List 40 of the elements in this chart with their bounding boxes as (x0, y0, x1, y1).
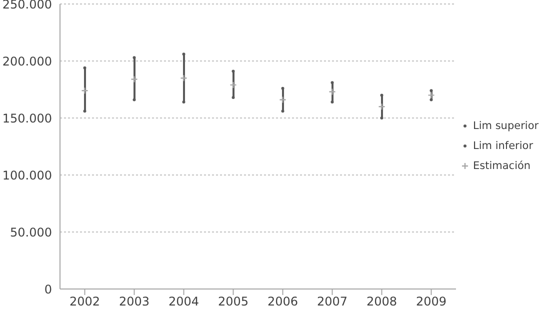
point (182, 52, 186, 56)
point (132, 98, 136, 102)
point (428, 92, 435, 99)
point (380, 116, 384, 120)
point (230, 81, 237, 89)
point (430, 98, 433, 102)
legend-label: Lim inferior (473, 140, 534, 152)
y-tick-label: 150.000 (2, 111, 52, 126)
point (132, 56, 136, 60)
x-tick-label: 2005 (218, 294, 249, 309)
y-tick-label: 200.000 (2, 54, 52, 68)
point (130, 76, 138, 83)
x-tick-label: 2002 (69, 294, 100, 309)
y-tick-label: 50.000 (10, 225, 52, 240)
point (279, 96, 286, 104)
x-tick-label: 2009 (416, 294, 447, 309)
point (328, 88, 336, 96)
point (83, 66, 86, 70)
point (330, 100, 334, 104)
legend-label: Estimación (473, 160, 531, 172)
point (182, 100, 186, 104)
point (83, 110, 86, 113)
x-tick-label: 2004 (168, 294, 200, 309)
point (180, 74, 188, 82)
legend-label: Lim superior (473, 120, 539, 132)
point (281, 110, 284, 113)
point (378, 103, 386, 110)
point (232, 70, 235, 73)
point (81, 87, 88, 94)
point (330, 81, 334, 84)
point (380, 94, 384, 97)
x-tick-label: 2003 (118, 294, 150, 309)
y-tick-label: 100.000 (2, 168, 52, 182)
x-tick-label: 2008 (366, 294, 398, 309)
x-tick-label: 2007 (316, 294, 348, 309)
y-tick-label: 0 (44, 282, 52, 296)
point (430, 89, 433, 92)
x-tick-label: 2006 (267, 294, 298, 309)
point (232, 96, 235, 99)
point (281, 86, 284, 90)
